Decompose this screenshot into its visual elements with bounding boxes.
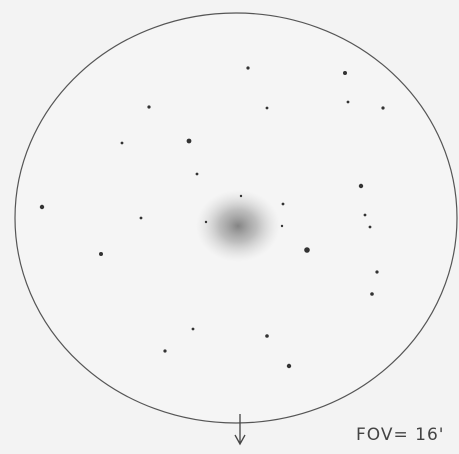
star (369, 226, 372, 229)
star (265, 334, 269, 338)
star (266, 107, 269, 110)
star (187, 139, 192, 144)
galaxy (196, 190, 280, 262)
star (99, 252, 103, 256)
star (40, 205, 44, 209)
star (381, 106, 384, 109)
page: FOV= 16' (() => { const data = JSON.pars… (0, 0, 459, 454)
star (364, 214, 367, 217)
star (246, 66, 249, 69)
star (281, 225, 283, 227)
star (287, 364, 291, 368)
star (240, 195, 242, 197)
star (375, 270, 378, 273)
star (140, 217, 143, 220)
star (121, 142, 124, 145)
star (359, 184, 363, 188)
star (370, 292, 374, 296)
star (205, 221, 207, 223)
star (343, 71, 347, 75)
sketch: FOV= 16' (0, 0, 459, 454)
star (347, 101, 350, 104)
fov-label: FOV= 16' (356, 425, 444, 445)
star (147, 105, 150, 108)
star (192, 328, 195, 331)
star (196, 173, 199, 176)
star (304, 247, 310, 253)
star (282, 203, 285, 206)
star (163, 349, 166, 352)
